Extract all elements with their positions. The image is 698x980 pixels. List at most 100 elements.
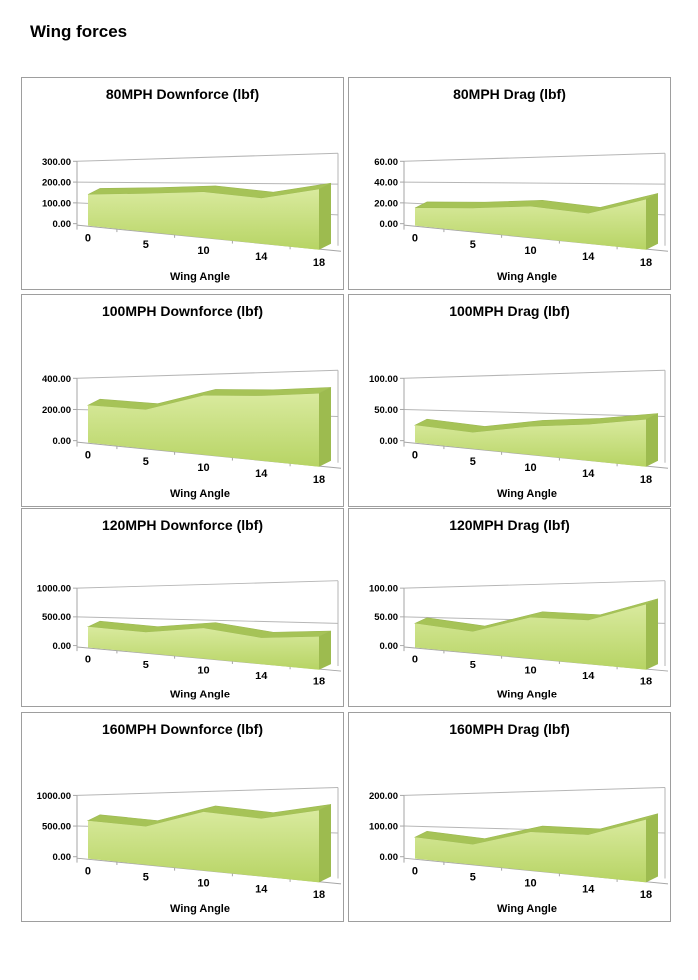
area-series	[88, 393, 319, 467]
gridline	[76, 580, 339, 589]
x-tick-label: 14	[582, 883, 595, 895]
x-tick-label: 5	[143, 239, 149, 251]
chart-title: 160MPH Drag (lbf)	[449, 721, 570, 737]
x-axis-title: Wing Angle	[170, 689, 230, 701]
chart-title: 120MPH Downforce (lbf)	[101, 517, 263, 533]
y-tick-label: 0.00	[380, 852, 398, 863]
chart-box: 80MPH Drag (lbf) 0.00 20.00 40.00 60.00 0 5 10…	[348, 77, 671, 290]
x-tick-label: 5	[143, 456, 149, 468]
x-tick-label: 18	[313, 889, 325, 901]
y-tick-label: 100.00	[42, 198, 71, 209]
chart-box: 120MPH Drag (lbf) 0.00 50.00 100.00 0 5 10 14 1…	[348, 508, 671, 707]
gridline	[403, 580, 666, 589]
area-chart-3d: 0.00 100.00 200.00 0 5 10 14 18 Wing Angle	[369, 787, 669, 915]
y-tick-label: 0.00	[380, 219, 398, 230]
area-series	[415, 819, 646, 883]
page-title: Wing forces	[30, 22, 128, 41]
x-tick-label: 18	[640, 474, 652, 486]
y-tick-label: 400.00	[42, 374, 71, 385]
gridline	[76, 787, 339, 796]
gridline	[76, 181, 339, 185]
area-side-face	[646, 813, 658, 883]
x-tick-label: 5	[470, 659, 476, 671]
area-top-ribbon	[414, 193, 659, 214]
area-series	[415, 604, 646, 670]
area-top-ribbon	[413, 413, 659, 433]
gridline	[403, 369, 666, 379]
x-tick-label: 10	[524, 462, 536, 474]
x-axis-title: Wing Angle	[497, 271, 557, 283]
area-chart-3d: 0.00 50.00 100.00 0 5 10 14 18 Wing Angle	[369, 580, 669, 700]
y-tick-label: 0.00	[53, 436, 71, 447]
x-tick-label: 14	[582, 251, 595, 263]
y-tick-label: 40.00	[374, 178, 398, 189]
y-tick-label: 1000.00	[37, 791, 71, 802]
area-side-face	[319, 631, 331, 670]
y-tick-label: 0.00	[53, 852, 71, 863]
area-side-face	[319, 804, 331, 883]
x-axis-title: Wing Angle	[170, 903, 230, 915]
x-tick-label: 14	[255, 468, 268, 480]
x-tick-label: 18	[640, 889, 652, 901]
area-top-ribbon	[87, 182, 332, 199]
y-tick-label: 20.00	[374, 198, 398, 209]
area-series	[88, 810, 319, 883]
chart-title: 100MPH Drag (lbf)	[449, 303, 570, 319]
chart-box: 160MPH Drag (lbf) 0.00 100.00 200.00 0 5 10 14…	[348, 712, 671, 922]
area-top-ribbon	[86, 620, 332, 639]
area-top-ribbon	[86, 387, 332, 410]
area-chart-3d: 0.00 500.00 1000.00 0 5 10 14 18 Wing Angle	[37, 787, 342, 915]
gridline	[403, 787, 666, 796]
x-tick-label: 14	[255, 883, 268, 895]
x-axis-title: Wing Angle	[497, 488, 557, 500]
area-series	[88, 189, 319, 250]
area-side-face	[646, 413, 658, 467]
y-tick-label: 1000.00	[37, 584, 71, 594]
chart-title: 120MPH Drag (lbf)	[449, 517, 570, 533]
area-top-ribbon	[86, 804, 332, 827]
x-tick-label: 0	[412, 233, 418, 245]
x-tick-label: 14	[255, 251, 268, 263]
area-top-ribbon	[414, 598, 659, 632]
gridline	[76, 369, 339, 379]
x-tick-label: 5	[143, 871, 149, 883]
x-tick-label: 5	[470, 871, 476, 883]
y-tick-label: 50.00	[374, 612, 398, 622]
x-tick-label: 10	[197, 665, 209, 677]
x-tick-label: 14	[582, 468, 595, 480]
chart-box: 80MPH Downforce (lbf) 0.00 100.00 200.00 30…	[21, 77, 344, 290]
chart-box: 120MPH Downforce (lbf) 0.00 500.00 1000.00…	[21, 508, 344, 707]
x-tick-label: 18	[640, 676, 652, 688]
chart-title: 100MPH Downforce (lbf)	[101, 303, 263, 319]
x-tick-label: 10	[524, 665, 536, 677]
x-tick-label: 0	[412, 866, 418, 878]
x-tick-label: 14	[582, 670, 594, 682]
area-series	[415, 419, 646, 467]
x-tick-label: 10	[524, 245, 536, 257]
x-tick-label: 10	[524, 877, 536, 889]
x-axis-title: Wing Angle	[497, 903, 557, 915]
gridline	[76, 152, 339, 162]
area-side-face	[646, 193, 658, 250]
gridline	[403, 181, 666, 185]
x-tick-label: 0	[85, 654, 91, 666]
y-tick-label: 500.00	[42, 822, 71, 833]
y-tick-label: 0.00	[53, 641, 71, 651]
area-side-face	[646, 598, 658, 670]
y-tick-label: 200.00	[369, 791, 398, 802]
chart-title: 80MPH Drag (lbf)	[453, 86, 566, 102]
gridline	[403, 152, 666, 162]
x-tick-label: 0	[412, 654, 418, 666]
y-tick-label: 60.00	[374, 157, 398, 168]
x-tick-label: 0	[85, 450, 91, 462]
area-side-face	[319, 387, 331, 467]
chart-title: 160MPH Downforce (lbf)	[101, 721, 263, 737]
chart-box: 100MPH Downforce (lbf) 0.00 200.00 400.00 0…	[21, 294, 344, 507]
y-tick-label: 100.00	[369, 374, 398, 385]
area-side-face	[319, 183, 331, 250]
x-tick-label: 5	[470, 239, 476, 251]
x-tick-label: 10	[197, 245, 209, 257]
area-chart-3d: 0.00 500.00 1000.00 0 5 10 14 18 Wing Angle	[37, 580, 342, 701]
x-tick-label: 0	[412, 450, 418, 462]
